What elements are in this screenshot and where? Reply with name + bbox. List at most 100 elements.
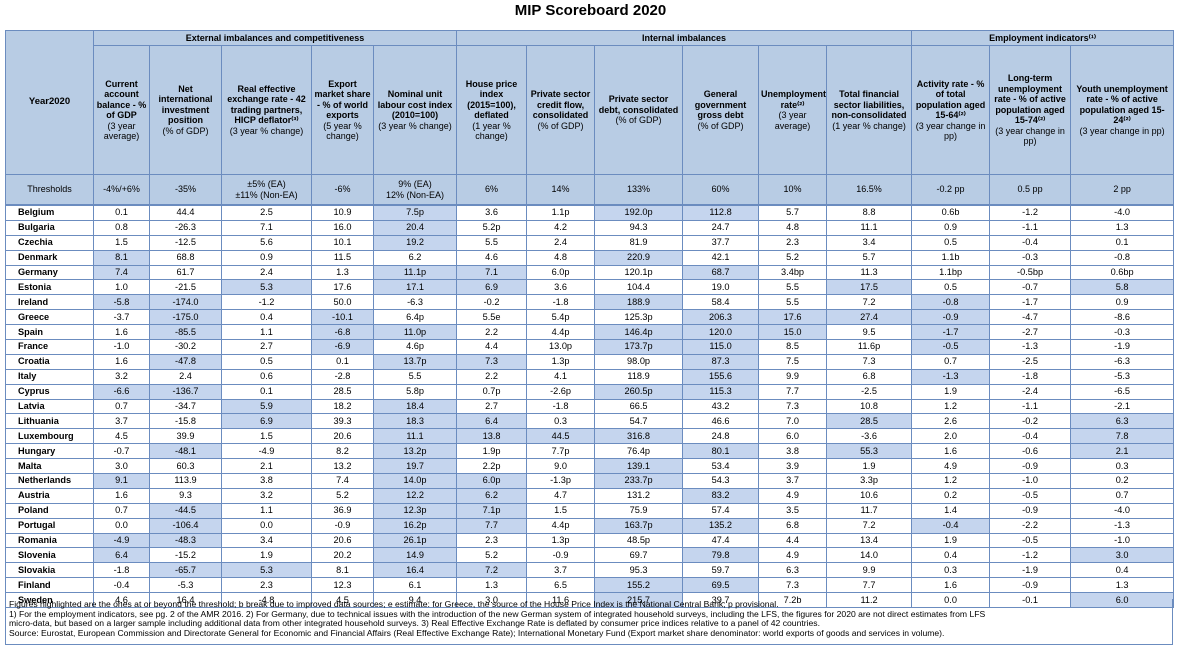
value-cell: 3.6 xyxy=(456,204,528,221)
value-cell: 4.8 xyxy=(758,219,828,236)
value-cell: 115.0 xyxy=(682,339,760,355)
value-cell: -3.7 xyxy=(93,309,150,326)
value-cell: -30.2 xyxy=(149,339,222,355)
value-cell: 17.6 xyxy=(311,279,374,296)
value-cell: 4.4p xyxy=(526,517,596,534)
value-cell: 3.7 xyxy=(526,562,596,579)
value-cell: -0.9 xyxy=(526,547,596,564)
value-cell: 1.6 xyxy=(93,353,150,370)
value-cell: 2.0 xyxy=(911,428,991,445)
value-cell: 26.1p xyxy=(372,532,458,549)
value-cell: 1.0 xyxy=(93,279,150,296)
footnotes: Figures highlighted are the ones at or b… xyxy=(5,599,1173,645)
value-cell: -1.1 xyxy=(989,398,1072,415)
value-cell: 37.7 xyxy=(682,234,760,251)
value-cell: 206.3 xyxy=(682,309,760,326)
country-cell: Croatia xyxy=(5,353,94,370)
country-cell: Germany xyxy=(5,264,94,281)
value-cell: -1.2 xyxy=(221,294,312,311)
group-header-external: External imbalances and competitiveness xyxy=(92,30,458,46)
value-cell: 44.4 xyxy=(149,204,222,221)
value-cell: 13.2 xyxy=(311,458,374,475)
table-row: Austria 1.6 9.3 3.2 5.2 12.2 6.2 4.7 131.2 83.2 4.… xyxy=(5,487,1175,504)
value-cell: 3.2 xyxy=(221,487,312,504)
threshold-cell: -6% xyxy=(311,174,374,206)
value-cell: 0.8 xyxy=(93,219,150,236)
table-row: Czechia 1.5 -12.5 5.6 10.1 19.2 5.5 2.4 81.9 37.7… xyxy=(5,234,1175,251)
value-cell: 11.0p xyxy=(372,324,458,341)
value-cell: 14.9 xyxy=(372,547,458,564)
value-cell: 16.4 xyxy=(372,562,458,579)
table-row: Luxembourg 4.5 39.9 1.5 20.6 11.1 13.8 44.5 316.… xyxy=(5,428,1175,445)
value-cell: 54.3 xyxy=(682,473,760,489)
value-cell: -2.4 xyxy=(989,383,1072,400)
value-cell: -6.3 xyxy=(1070,353,1175,370)
column-header-unit: (% of GDP) xyxy=(537,120,584,131)
country-cell: Spain xyxy=(5,324,94,341)
value-cell: 135.2 xyxy=(682,517,760,534)
value-cell: -6.8 xyxy=(311,324,374,341)
value-cell: 11.6 xyxy=(526,592,596,609)
footnote-line: micro-data, but based on a larger sample… xyxy=(9,619,820,629)
value-cell: 13.8 xyxy=(456,428,528,445)
column-header-unit: (3 year change in pp) xyxy=(995,125,1065,147)
value-cell: 6.0p xyxy=(456,473,528,489)
value-cell: 3.5 xyxy=(758,502,828,519)
year-header: Year2020 xyxy=(5,30,94,175)
value-cell: -1.8 xyxy=(989,368,1072,385)
value-cell: -0.5 xyxy=(989,487,1072,504)
country-cell: France xyxy=(5,339,94,355)
value-cell: 1.9 xyxy=(911,532,991,549)
value-cell: 10.9 xyxy=(311,204,374,221)
value-cell: 0.1 xyxy=(221,383,312,400)
value-cell: 39.3 xyxy=(311,413,374,430)
value-cell: 14.0 xyxy=(826,547,913,564)
country-cell: Latvia xyxy=(5,398,94,415)
threshold-cell: 60% xyxy=(682,174,760,206)
column-header-unit: (% of GDP) xyxy=(697,120,744,131)
value-cell: 188.9 xyxy=(594,294,684,311)
value-cell: 1.9 xyxy=(826,458,913,475)
value-cell: 81.9 xyxy=(594,234,684,251)
threshold-cell: -35% xyxy=(149,174,222,206)
threshold-cell: 10% xyxy=(758,174,828,206)
value-cell: -4.8 xyxy=(221,592,312,609)
value-cell: 139.1 xyxy=(594,458,684,475)
value-cell: -34.7 xyxy=(149,398,222,415)
column-header-title: Private sector debt, consolidated xyxy=(598,94,679,115)
value-cell: -1.0 xyxy=(93,339,150,355)
value-cell: -12.5 xyxy=(149,234,222,251)
value-cell: 6.3 xyxy=(758,562,828,579)
table-row: Estonia 1.0 -21.5 5.3 17.6 17.1 6.9 3.6 104.4 19.… xyxy=(5,279,1175,296)
value-cell: 3.0 xyxy=(93,458,150,475)
value-cell: 7.7p xyxy=(526,443,596,460)
value-cell: 2.3 xyxy=(758,234,828,251)
value-cell: 104.4 xyxy=(594,279,684,296)
value-cell: 3.0 xyxy=(456,592,528,609)
value-cell: -175.0 xyxy=(149,309,222,326)
value-cell: 3.8 xyxy=(758,443,828,460)
value-cell: -0.6 xyxy=(989,443,1072,460)
value-cell: -4.0 xyxy=(1070,204,1175,221)
value-cell: 6.0p xyxy=(526,264,596,281)
value-cell: 1.9p xyxy=(456,443,528,460)
value-cell: -136.7 xyxy=(149,383,222,400)
threshold-cell: 9% (EA) 12% (Non-EA) xyxy=(372,174,458,206)
country-cell: Sweden xyxy=(5,592,94,609)
value-cell: 155.2 xyxy=(594,577,684,594)
value-cell: 12.3 xyxy=(311,577,374,594)
value-cell: 36.9 xyxy=(311,502,374,519)
value-cell: -1.0 xyxy=(1070,532,1175,549)
value-cell: 233.7p xyxy=(594,473,684,489)
value-cell: 6.8 xyxy=(758,517,828,534)
value-cell: 11.3 xyxy=(826,264,913,281)
value-cell: 13.2p xyxy=(372,443,458,460)
value-cell: 0.4 xyxy=(221,309,312,326)
value-cell: 5.8p xyxy=(372,383,458,400)
value-cell: -47.8 xyxy=(149,353,222,370)
value-cell: 2.2p xyxy=(456,458,528,475)
table-row: Spain 1.6 -85.5 1.1 -6.8 11.0p 2.2 4.4p 146.4p 12… xyxy=(5,324,1175,341)
value-cell: 10.1 xyxy=(311,234,374,251)
column-header-title: Current account balance - % of GDP xyxy=(96,78,147,121)
footnote-line: Figures highlighted are the ones at or b… xyxy=(9,600,779,609)
